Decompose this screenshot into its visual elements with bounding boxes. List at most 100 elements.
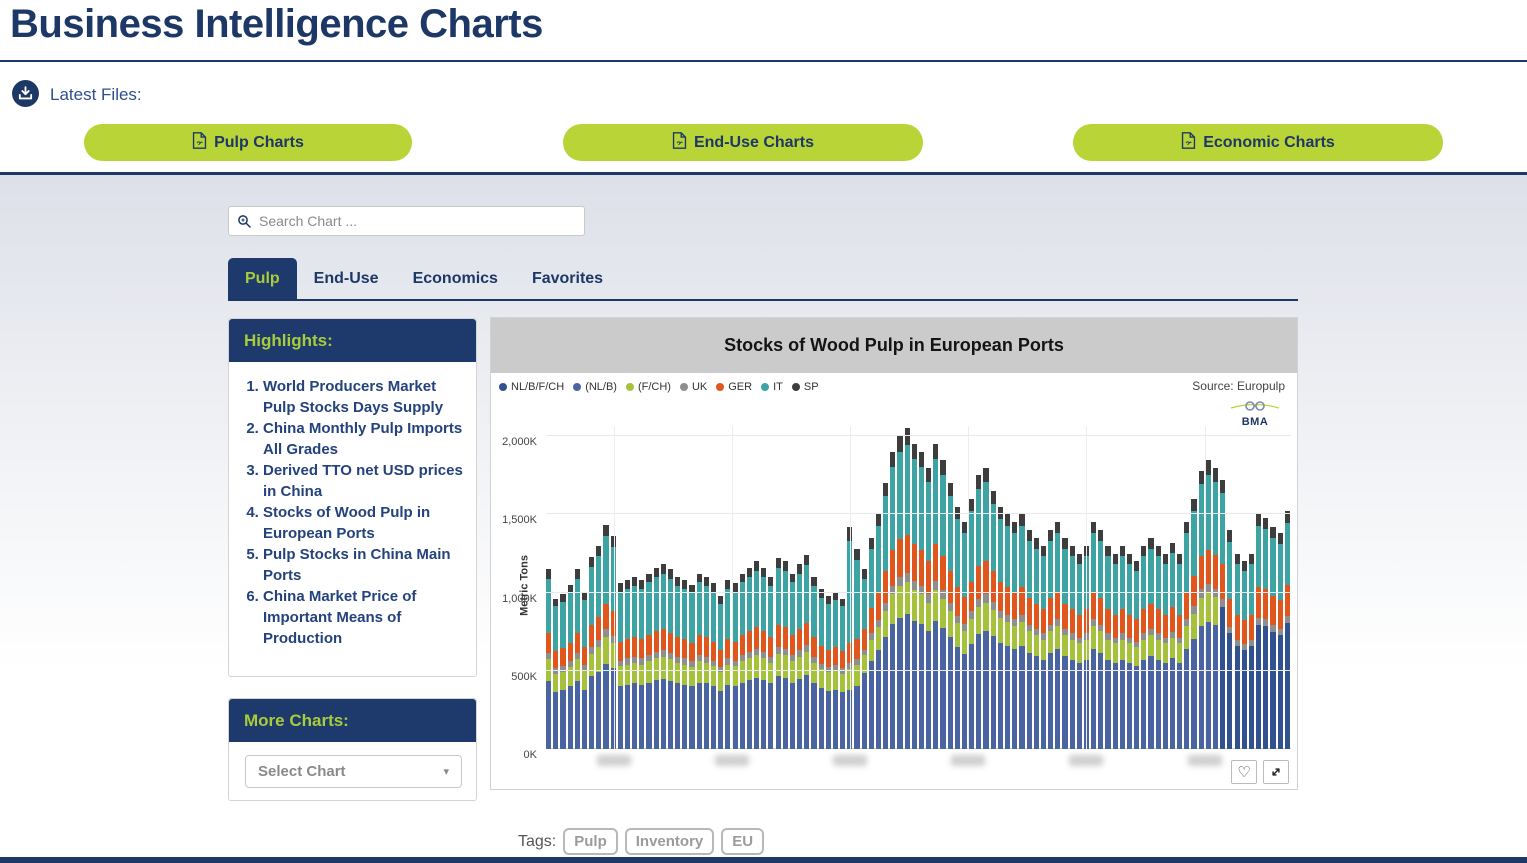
bar-segment-sp: [624, 580, 631, 589]
bar-segment-sp: [1169, 542, 1176, 553]
bar-segment--f-ch-: [818, 669, 824, 688]
bar-segment--f-ch-: [1191, 613, 1197, 639]
chart-select[interactable]: Select Chart ▾: [245, 755, 462, 788]
bar-segment-ger: [1148, 603, 1154, 629]
bar-segment-it: [1220, 493, 1226, 564]
legend-item-ger[interactable]: GER: [716, 381, 752, 393]
bar-segment--f-ch-: [725, 664, 731, 685]
stacked-bar: [1012, 522, 1018, 749]
highlight-item-2[interactable]: China Monthly Pulp Imports All Grades: [263, 418, 468, 460]
bar-segment-uk: [596, 640, 602, 648]
bar-segment-ger: [883, 570, 889, 603]
bar-segment-ger: [847, 643, 853, 663]
tab-end-use[interactable]: End-Use: [313, 270, 379, 287]
end-use-charts-button[interactable]: End-Use Charts: [563, 124, 923, 161]
highlight-item-4[interactable]: Stocks of Wood Pulp in European Ports: [263, 502, 468, 544]
bar-segment--nl-b-: [782, 677, 788, 749]
highlight-item-5[interactable]: Pulp Stocks in China Main Ports: [263, 544, 468, 586]
bar-segment-ger: [775, 625, 781, 648]
legend-item-it[interactable]: IT: [761, 381, 783, 393]
stacked-bar: [947, 483, 953, 749]
bar-segment-uk: [1112, 637, 1118, 644]
economic-charts-button[interactable]: Economic Charts: [1073, 124, 1443, 161]
stacked-bar: [804, 555, 810, 749]
search-input[interactable]: [259, 213, 576, 229]
x-gridline: [967, 426, 969, 749]
bar-segment-ger: [1177, 614, 1183, 638]
legend-item--f-ch-[interactable]: (F/CH): [625, 381, 671, 393]
legend-label: UK: [691, 381, 708, 393]
tab-economics[interactable]: Economics: [412, 270, 498, 287]
bar-segment-it: [947, 496, 953, 571]
bar-segment-sp: [890, 451, 896, 467]
legend-item-sp[interactable]: SP: [791, 381, 819, 393]
bar-segment--f-ch-: [718, 672, 724, 692]
highlight-item-1[interactable]: World Producers Market Pulp Stocks Days …: [263, 376, 468, 418]
bar-segment--f-ch-: [1091, 626, 1097, 649]
bar-segment-ger: [997, 582, 1003, 612]
bar-segment--nl-b-: [976, 634, 982, 749]
bar-segment-sp: [617, 583, 623, 592]
bar-segment--nl-b-: [1162, 662, 1168, 749]
stacked-bar: [811, 576, 817, 749]
bar-segment-it: [861, 578, 867, 629]
bar-segment--f-ch-: [682, 664, 688, 685]
bar-segment-uk: [732, 660, 738, 667]
tag-eu[interactable]: EU: [721, 828, 765, 855]
legend-item--nl-b-[interactable]: (NL/B): [573, 381, 617, 393]
bar-segment--f-ch-: [954, 623, 960, 648]
stacked-bar: [789, 573, 795, 749]
stacked-bar: [961, 522, 968, 749]
stacked-bar: [918, 451, 925, 749]
bar-segment-ger: [1248, 614, 1254, 640]
pulp-charts-button[interactable]: Pulp Charts: [84, 124, 412, 161]
bar-segment-it: [1126, 563, 1133, 615]
stacked-bar: [682, 580, 688, 749]
stacked-bar: [1126, 553, 1133, 749]
x-tick-label-blurred: [832, 755, 867, 766]
bar-segment--nl-b-: [1169, 658, 1176, 749]
bar-segment-it: [1055, 533, 1061, 593]
bar-segment-uk: [1026, 624, 1032, 631]
chart-select-value: Select Chart: [258, 763, 346, 780]
bar-segment-sp: [1005, 514, 1011, 527]
bar-segment-it: [746, 576, 752, 631]
bar-segment--nl-b-: [875, 650, 882, 749]
tab-pulp[interactable]: Pulp: [228, 258, 297, 300]
bar-segment--nl-b-: [589, 676, 595, 749]
bar-segment--nl-b-: [789, 682, 795, 749]
stacked-bar: [1212, 467, 1219, 749]
highlight-item-3[interactable]: Derived TTO net USD prices in China: [263, 460, 468, 502]
favorite-button[interactable]: ♡: [1231, 760, 1257, 784]
bar-segment--nl-b-: [818, 688, 824, 749]
bar-segment-uk: [1148, 628, 1154, 635]
y-gridline: [546, 513, 1291, 515]
bar-segment--f-ch-: [875, 627, 882, 651]
bar-segment--nl-b-: [1126, 662, 1133, 749]
tag-pulp[interactable]: Pulp: [563, 828, 618, 855]
bar-segment-sp: [632, 576, 638, 586]
pulp-charts-button-label: Pulp Charts: [214, 133, 304, 151]
bar-segment--f-ch-: [811, 662, 817, 684]
pdf-file-icon: [192, 131, 207, 154]
bar-segment--f-ch-: [983, 602, 989, 631]
bar-segment-uk: [1234, 639, 1240, 646]
highlights-header: Highlights:: [229, 319, 476, 362]
legend-item-uk[interactable]: UK: [679, 381, 708, 393]
legend-item-nl-b-f-ch[interactable]: NL/B/F/CH: [499, 381, 564, 393]
tab-favorites[interactable]: Favorites: [531, 270, 604, 287]
bar-segment-uk: [811, 656, 817, 663]
expand-button[interactable]: [1263, 760, 1289, 784]
bar-segment-sp: [983, 467, 989, 482]
bar-segment--nl-b-: [581, 689, 588, 749]
bar-segment-it: [574, 578, 580, 633]
bar-segment-ger: [1112, 614, 1118, 638]
bar-segment-sp: [969, 498, 975, 512]
stacked-bar: [546, 569, 552, 749]
bar-segment--nl-b-: [632, 683, 638, 749]
stacked-bar: [954, 506, 960, 749]
highlight-item-6[interactable]: China Market Price of Important Means of…: [263, 586, 468, 649]
bar-segment-ger: [954, 587, 960, 617]
tag-inventory[interactable]: Inventory: [624, 828, 715, 855]
